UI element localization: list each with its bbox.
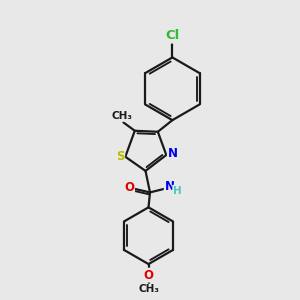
Text: N: N xyxy=(165,180,175,193)
Text: CH₃: CH₃ xyxy=(138,284,159,295)
Text: S: S xyxy=(116,150,124,163)
Text: O: O xyxy=(143,268,154,282)
Text: O: O xyxy=(124,181,134,194)
Text: Cl: Cl xyxy=(165,29,179,42)
Text: CH₃: CH₃ xyxy=(111,111,132,121)
Text: N: N xyxy=(168,147,178,160)
Text: H: H xyxy=(173,186,182,196)
